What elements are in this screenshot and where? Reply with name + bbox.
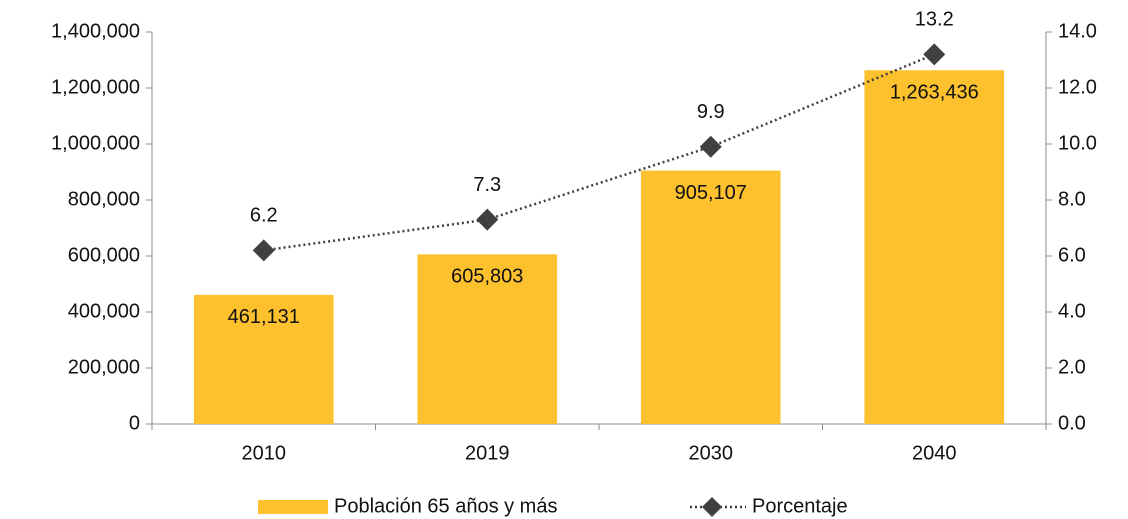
- legend-swatch: [258, 500, 328, 514]
- y2-tick-label: 6.0: [1058, 244, 1086, 266]
- line-marker: [252, 239, 275, 262]
- y-tick-label: 1,200,000: [51, 76, 140, 98]
- bar: [417, 254, 558, 424]
- bar-value-label: 905,107: [675, 182, 747, 204]
- line-value-label: 6.2: [250, 205, 278, 227]
- y-tick-label: 200,000: [68, 356, 140, 378]
- y2-tick-label: 10.0: [1058, 132, 1097, 154]
- y-tick-label: 1,400,000: [51, 20, 140, 42]
- y-tick-label: 400,000: [68, 300, 140, 322]
- line-marker: [923, 43, 946, 66]
- line: [263, 53, 935, 252]
- legend-marker: [702, 497, 722, 517]
- bar: [193, 294, 334, 424]
- bar: [864, 70, 1005, 425]
- y-tick-label: 600,000: [68, 244, 140, 266]
- y2-tick-label: 14.0: [1058, 20, 1097, 42]
- legend-label: Porcentaje: [752, 495, 848, 517]
- y2-tick-label: 12.0: [1058, 76, 1097, 98]
- bar: [640, 170, 781, 424]
- bar-value-label: 1,263,436: [890, 82, 979, 104]
- y-tick-label: 800,000: [68, 188, 140, 210]
- line-marker: [699, 135, 722, 158]
- bar-value-label: 605,803: [451, 266, 523, 288]
- x-tick-label: 2030: [689, 442, 734, 464]
- y-tick-label: 1,000,000: [51, 132, 140, 154]
- legend-label: Población 65 años y más: [334, 495, 557, 517]
- y-tick-label: 0: [129, 412, 140, 434]
- y2-tick-label: 8.0: [1058, 188, 1086, 210]
- y2-tick-label: 2.0: [1058, 356, 1086, 378]
- x-tick-label: 2019: [465, 442, 510, 464]
- line-value-label: 9.9: [697, 101, 725, 123]
- line-marker: [476, 208, 499, 231]
- bar-value-label: 461,131: [228, 306, 300, 328]
- x-tick-label: 2040: [912, 442, 957, 464]
- line-value-label: 13.2: [915, 9, 954, 31]
- line-value-label: 7.3: [473, 174, 501, 196]
- y2-tick-label: 0.0: [1058, 412, 1086, 434]
- y2-tick-label: 4.0: [1058, 300, 1086, 322]
- x-tick-label: 2010: [242, 442, 287, 464]
